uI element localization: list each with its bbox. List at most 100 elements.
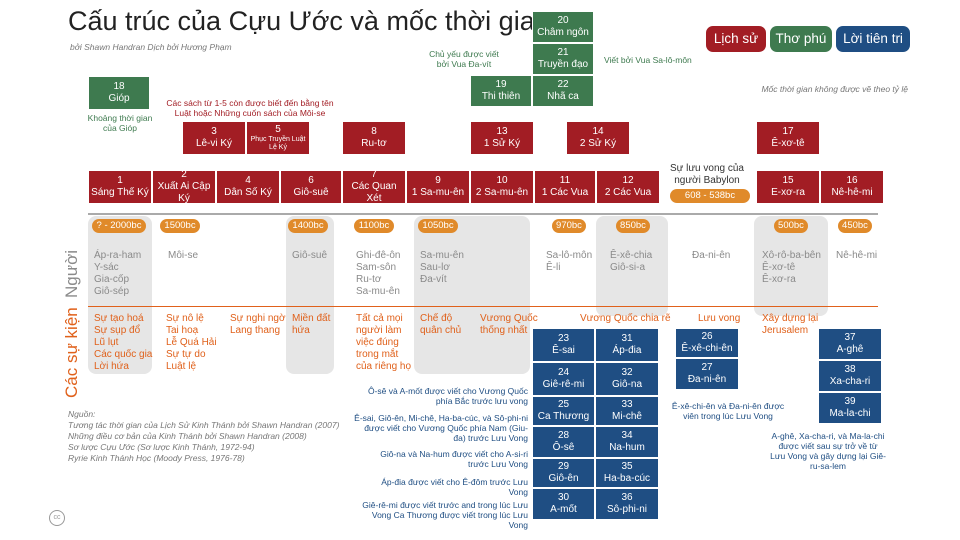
book-name: Gióp: [108, 93, 130, 104]
book-leviticus[interactable]: 3 Lê-vi Ký: [182, 121, 246, 155]
book-habakkuk[interactable]: 35 Ha-ba-cúc: [595, 458, 659, 488]
book-jonah[interactable]: 32 Giô-na: [595, 362, 659, 396]
book-number: 28: [557, 430, 570, 441]
event-entry: Vương Quốc chia rẽ: [580, 313, 671, 324]
book-nehemiah[interactable]: 16 Nê-hê-mi: [820, 170, 884, 204]
book-ruth[interactable]: 8 Ru-tơ: [342, 121, 406, 155]
note-jeremiah: Giê-rê-mi được viết trước and trong lúc …: [362, 500, 528, 530]
book-number: 22: [557, 79, 569, 90]
book-number: 4: [245, 175, 251, 186]
book-name: Ê-xơ-tê: [771, 138, 805, 149]
book-deuteronomy[interactable]: 5 Phục Truyền Luật Lệ Ký: [246, 121, 310, 155]
book-nahum[interactable]: 34 Na-hum: [595, 426, 659, 458]
people-entry: Đa-ni-ên: [692, 250, 731, 261]
people-entry: Xô-rô-ba-bên Ê-xơ-tê Ê-xơ-ra: [762, 250, 821, 285]
row-label-people: Người: [62, 249, 81, 298]
column-bg: [286, 216, 334, 374]
date-pill: 1500bc: [160, 219, 200, 233]
book-number: 35: [621, 461, 633, 472]
book-2-chronicles[interactable]: 14 2 Sử Ký: [566, 121, 630, 155]
source-line: Tương tác thời gian của Lịch Sử Kinh Thá…: [68, 420, 340, 430]
book-esther[interactable]: 17 Ê-xơ-tê: [756, 121, 820, 155]
book-ecclesiastes[interactable]: 21 Truyền đạo: [532, 43, 594, 75]
book-isaiah[interactable]: 23 Ê-sai: [532, 328, 595, 362]
book-micah[interactable]: 33 Mi-chê: [595, 396, 659, 426]
book-zechariah[interactable]: 38 Xa-cha-ri: [818, 360, 882, 392]
book-number: 8: [371, 126, 377, 137]
book-number: 11: [559, 175, 571, 186]
book-1-samuel[interactable]: 9 1 Sa-mu-ên: [406, 170, 470, 204]
book-name: Ê-xê-chi-ên: [681, 343, 733, 354]
date-pill: 450bc: [838, 219, 872, 233]
book-malachi[interactable]: 39 Ma-la-chi: [818, 392, 882, 424]
book-number: 31: [621, 333, 633, 344]
book-name: Dân Số Ký: [224, 187, 272, 198]
legend-prophecy: Lời tiên tri: [836, 26, 910, 52]
legend-history: Lịch sử: [706, 26, 766, 52]
book-number: 1: [117, 175, 123, 186]
book-numbers[interactable]: 4 Dân Số Ký: [216, 170, 280, 204]
date-pill: 1050bc: [418, 219, 458, 233]
people-entry: Môi-se: [168, 250, 199, 261]
book-1-chronicles[interactable]: 13 1 Sử Ký: [470, 121, 534, 155]
book-number: 5: [275, 124, 281, 135]
people-entry: Sa-lô-môn Ê-li: [546, 250, 593, 273]
event-entry: Xây dựng lại Jerusalem: [762, 313, 819, 336]
book-name: Ô-sê: [552, 442, 575, 453]
book-proverbs[interactable]: 20 Châm ngôn: [532, 11, 594, 43]
book-joshua[interactable]: 6 Giô-suê: [280, 170, 342, 204]
book-joel[interactable]: 29 Giô-ên: [532, 458, 595, 488]
book-number: 3: [211, 126, 217, 137]
book-genesis[interactable]: 1 Sáng Thế Ký: [88, 170, 152, 204]
book-name: Ê-sai: [552, 345, 575, 356]
book-name: A-mốt: [550, 504, 577, 515]
book-number: 7: [371, 169, 377, 180]
cc-license-icon: cc: [49, 510, 65, 526]
book-number: 29: [557, 461, 570, 472]
book-name: 1 Sa-mu-ên: [411, 187, 465, 198]
book-job[interactable]: 18 Gióp: [88, 76, 150, 110]
book-jeremiah[interactable]: 24 Giê-rê-mi: [532, 362, 595, 396]
book-zephaniah[interactable]: 36 Sô-phi-ni: [595, 488, 659, 520]
book-number: 15: [782, 175, 794, 186]
book-haggai[interactable]: 37 A-ghê: [818, 328, 882, 360]
book-hosea[interactable]: 28 Ô-sê: [532, 426, 595, 458]
book-judges[interactable]: 7 Các Quan Xét: [342, 169, 406, 204]
legend-poetry: Thơ phú: [770, 26, 832, 52]
book-song-of-songs[interactable]: 22 Nhã ca: [532, 75, 594, 107]
sources-heading: Nguồn:: [68, 409, 96, 419]
book-name: Giô-na: [611, 379, 642, 390]
note-hosea-amos: Ô-sê và A-mốt được viết cho Vương Quốc p…: [367, 386, 528, 406]
book-amos[interactable]: 30 A-mốt: [532, 488, 595, 520]
book-lamentations[interactable]: 25 Ca Thương: [532, 396, 595, 426]
event-entry: Tất cả mọi người làm việc đúng trong mắt…: [356, 313, 412, 372]
date-pill: 850bc: [616, 219, 650, 233]
book-1-kings[interactable]: 11 1 Các Vua: [534, 170, 596, 204]
book-number: 17: [782, 126, 794, 137]
book-exodus[interactable]: 2 Xuất Ai Cập Ký: [152, 169, 216, 204]
source-line: Những điều cơ bản của Kinh Thánh bởi Sha…: [68, 431, 307, 441]
book-2-kings[interactable]: 12 2 Các Vua: [596, 170, 660, 204]
book-psalms[interactable]: 19 Thi thiên: [470, 75, 532, 107]
event-entry: Sự nghi ngờ Lang thang: [230, 313, 286, 336]
book-2-samuel[interactable]: 10 2 Sa-mu-ên: [470, 170, 534, 204]
book-ezra[interactable]: 15 E-xơ-ra: [756, 170, 820, 204]
book-number: 32: [621, 367, 633, 378]
book-ezekiel[interactable]: 26 Ê-xê-chi-ên: [675, 328, 739, 358]
book-obadiah[interactable]: 31 Áp-đia: [595, 328, 659, 362]
note-exile: Sự lưu vong của người Babylon: [670, 163, 744, 186]
book-daniel[interactable]: 27 Đa-ni-ên: [675, 358, 739, 390]
date-pill: 970bc: [552, 219, 586, 233]
book-name: Truyền đạo: [537, 59, 589, 70]
book-name: 2 Sử Ký: [579, 138, 617, 149]
sources: Nguồn: Tương tác thời gian của Lịch Sử K…: [68, 409, 339, 464]
date-pill: 1400bc: [288, 219, 328, 233]
book-name: Ha-ba-cúc: [603, 473, 651, 484]
scale-note: Mốc thời gian không được vẽ theo tỷ lệ: [761, 84, 908, 94]
book-name: Châm ngôn: [537, 27, 589, 38]
book-name: Phục Truyền Luật Lệ Ký: [250, 136, 306, 151]
people-entry: Ghi-đê-ôn Sam-sôn Ru-tơ Sa-mu-ên: [356, 250, 401, 297]
note-jonah-nahum: Giô-na và Na-hum được viết cho A-si-ri t…: [380, 449, 528, 469]
book-name: Ru-tơ: [361, 138, 387, 149]
book-number: 13: [496, 126, 508, 137]
